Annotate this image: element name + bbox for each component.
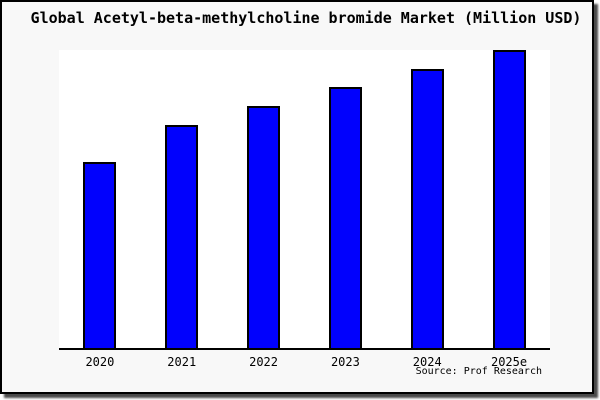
bar-group [59, 50, 550, 348]
x-tick-label: 2024 [412, 355, 442, 369]
chart-figure: Global Acetyl-beta-methylcholine bromide… [0, 0, 594, 394]
bar-slot [59, 50, 141, 348]
x-tick-label: 2023 [330, 355, 360, 369]
x-tick-label: 2020 [85, 355, 115, 369]
bar-slot [468, 50, 550, 348]
bar [165, 124, 199, 348]
bar [247, 105, 281, 348]
bar-slot [304, 50, 386, 348]
bar-slot [223, 50, 305, 348]
x-tick-label: 2025e [490, 355, 528, 369]
x-tick-label: 2022 [249, 355, 279, 369]
chart-title: Global Acetyl-beta-methylcholine bromide… [30, 9, 582, 27]
bar [328, 86, 362, 348]
bar [492, 50, 526, 348]
bar [83, 161, 117, 348]
bar-slot [141, 50, 223, 348]
bar [410, 68, 444, 348]
plot-area [59, 50, 550, 350]
x-tick-label: 2021 [167, 355, 197, 369]
source-attribution: Source: Prof Research [415, 366, 542, 377]
x-axis-tick-labels: 2020 2021 2022 2023 2024 2025e [59, 355, 550, 369]
bar-slot [386, 50, 468, 348]
